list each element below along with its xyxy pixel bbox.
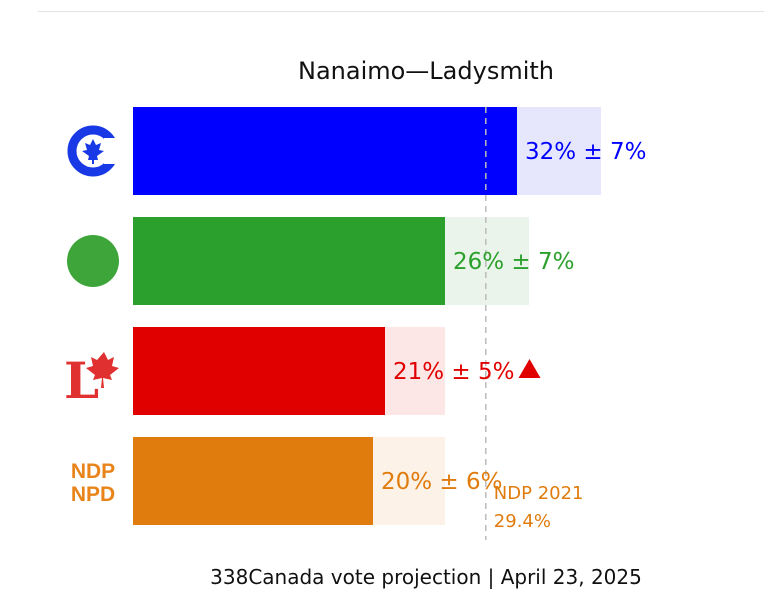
bars-group	[133, 107, 601, 525]
label-ndp: 20% ± 6%	[381, 469, 503, 495]
label-gpc: 26% ± 7%	[453, 249, 575, 275]
npd-logo-text: NPD	[71, 483, 115, 506]
bar-ndp	[133, 437, 373, 525]
label-lpc: 21% ± 5%	[393, 359, 515, 385]
bar-cpc	[133, 107, 517, 195]
ndp-logo-icon: NDP NPD	[71, 460, 115, 506]
label-cpc: 32% ± 7%	[525, 139, 647, 165]
trend-up-icon	[518, 359, 541, 378]
reference-label-year: NDP 2021	[494, 483, 584, 504]
chart-footer: 338Canada vote projection | April 23, 20…	[210, 565, 642, 589]
lpc-logo-icon: L	[64, 351, 119, 410]
cpc-logo-icon	[67, 125, 124, 177]
bar-gpc	[133, 217, 445, 305]
reference-label-value: 29.4%	[494, 511, 551, 532]
top-divider	[38, 11, 764, 12]
bar-lpc	[133, 327, 385, 415]
chart-title: Nanaimo—Ladysmith	[298, 57, 554, 85]
gpc-logo-icon	[67, 235, 119, 287]
ndp-logo-text: NDP	[71, 460, 115, 483]
